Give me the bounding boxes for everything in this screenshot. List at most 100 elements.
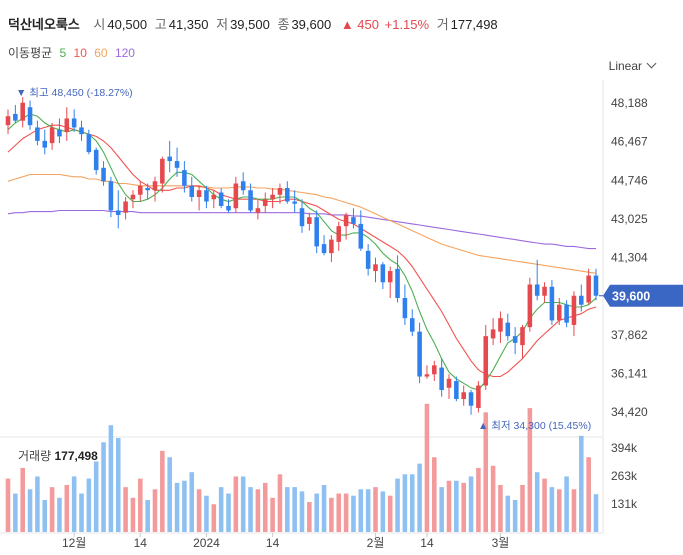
candle-body (432, 365, 437, 375)
volume-bar (292, 487, 297, 532)
close-value: 39,600 (291, 17, 332, 32)
candle-body (329, 239, 334, 254)
candle-body (189, 185, 195, 197)
ma-legend-title: 이동평균 (8, 46, 53, 60)
candle-body (240, 181, 246, 191)
change-percent: +1.15% (384, 17, 430, 32)
candle-body (490, 329, 496, 339)
candle-body (5, 116, 11, 126)
close-label: 종 (277, 17, 290, 32)
volume-bar (79, 493, 84, 532)
volume-bar (351, 495, 356, 532)
candle-body (520, 327, 525, 346)
volume-bar (424, 403, 430, 532)
x-tick-label: 14 (266, 536, 280, 550)
candle-body (498, 318, 503, 332)
candle-body (292, 201, 297, 204)
candle-body (424, 374, 430, 377)
open-value: 40,500 (107, 17, 148, 32)
candle-body (476, 385, 481, 408)
candle-body (593, 275, 599, 296)
candle-body (123, 201, 128, 213)
x-tick-label: 2월 (367, 536, 385, 550)
candle-body (461, 392, 466, 399)
candle-body (380, 264, 386, 283)
volume-bar (307, 502, 312, 532)
candle-body (542, 286, 547, 296)
min-price-annotation: ▲ 최저 34,300 (15.45%) (478, 420, 591, 432)
candle-body (314, 217, 319, 247)
volume-bar (527, 408, 533, 532)
volume-bar (579, 435, 584, 532)
candle-body (27, 107, 33, 126)
volume-bar (101, 442, 106, 532)
volume-bar (365, 489, 371, 532)
candle-body (174, 161, 180, 168)
volume-bar (240, 476, 246, 532)
volume-panel-title: 거래량 177,498 (18, 447, 98, 464)
candle-body (417, 331, 422, 377)
candle-body (20, 102, 25, 121)
candle-body (218, 192, 224, 206)
stock-name: 덕산네오룩스 (8, 17, 80, 32)
scale-mode-label: Linear (608, 59, 642, 73)
low-value: 39,500 (230, 17, 270, 32)
open-label: 시 (93, 17, 106, 32)
candle-body (130, 194, 136, 200)
volume-bar (329, 497, 334, 532)
candle-body (299, 208, 305, 227)
volume-bar (27, 489, 33, 532)
candle-body (409, 318, 415, 332)
volume-bar (182, 480, 187, 532)
candle-body (167, 156, 172, 162)
candle-body (534, 284, 540, 296)
volume-panel-value: 177,498 (54, 449, 98, 463)
volume-bar (321, 485, 327, 532)
y-tick-label: 41,304 (611, 251, 648, 265)
volume-bar (534, 472, 540, 532)
volume-bar (174, 482, 180, 532)
volume-bar (5, 478, 11, 532)
volume-bar (314, 493, 319, 532)
volume-bar (387, 495, 393, 532)
ma-60-line (7, 173, 597, 274)
volume-bar (490, 465, 496, 532)
volume-tick-label: 131k (611, 497, 638, 511)
x-tick-label: 14 (134, 536, 148, 550)
x-tick-label: 3월 (492, 536, 510, 550)
volume-bar (35, 476, 40, 532)
volume-bar (115, 438, 121, 532)
candle-body (182, 170, 187, 186)
candle-body (160, 158, 165, 184)
moving-average-legend[interactable]: 이동평균 5 10 60 120 (8, 44, 139, 61)
volume-bar (49, 487, 55, 532)
candle-body (42, 140, 48, 148)
low-label: 저 (216, 17, 229, 32)
y-tick-label: 44,746 (611, 173, 648, 187)
volume-bar (498, 485, 503, 532)
candle-body (255, 208, 261, 213)
candle-body (71, 118, 77, 128)
volume-bar (446, 480, 452, 532)
current-price-label: 39,600 (612, 290, 650, 304)
volume-bar (432, 457, 437, 532)
ma-5-label: 5 (59, 46, 67, 60)
volume-bar (520, 485, 525, 532)
volume-bar (277, 474, 283, 532)
x-tick-label: 12월 (62, 536, 86, 550)
candle-body (211, 194, 217, 200)
scale-mode-dropdown[interactable]: Linear (608, 58, 657, 73)
candle-body (285, 188, 290, 202)
volume-bar (262, 482, 268, 532)
volume-bar (204, 495, 209, 532)
volume-bar (233, 476, 239, 532)
volume-bar (285, 487, 290, 532)
volume-bar (564, 476, 569, 532)
volume-bar (343, 493, 349, 532)
candle-body (512, 336, 518, 343)
candle-body (248, 190, 253, 211)
volume-bar (549, 487, 555, 532)
candle-body (343, 214, 349, 227)
volume-bar (226, 493, 231, 532)
